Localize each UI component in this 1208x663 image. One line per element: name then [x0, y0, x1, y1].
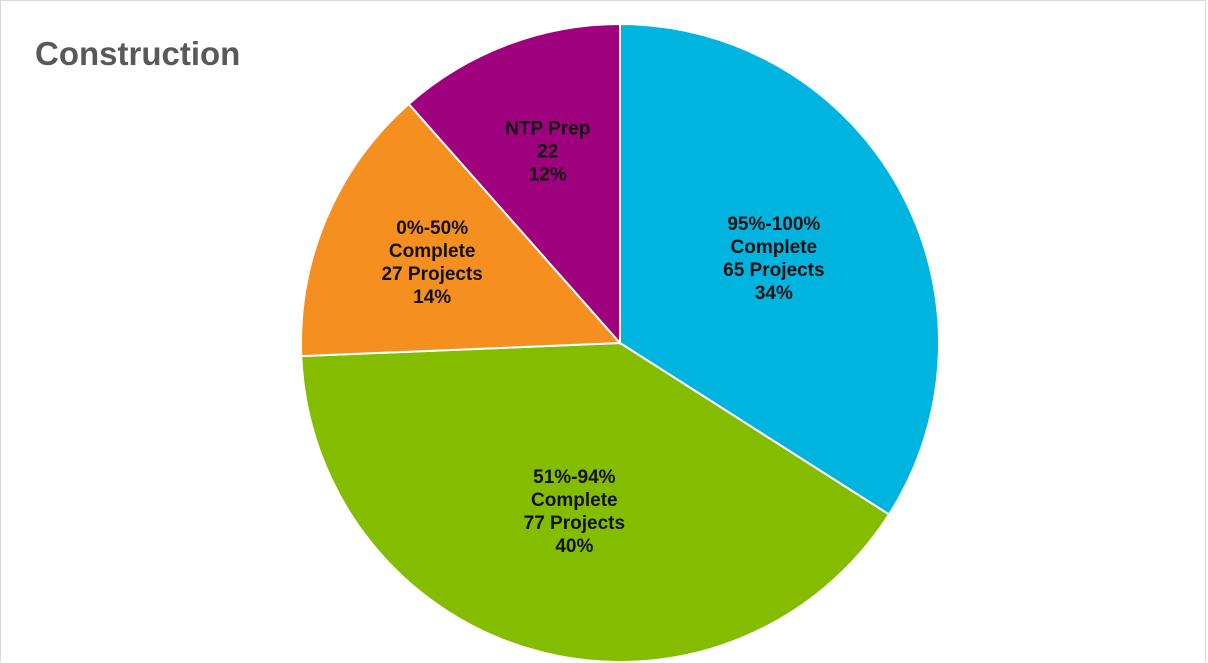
category-label: 0%-50% Complete — [388, 217, 476, 262]
pie-slice — [300, 341, 891, 663]
percent-label: 40% — [555, 536, 594, 558]
data-label: 0%-50% Complete 27 Projects 14% — [352, 217, 512, 309]
value-label: 65 Projects — [723, 259, 825, 281]
data-label: 51%-94% Complete 77 Projects 40% — [494, 466, 654, 558]
pie-slice — [300, 102, 623, 358]
category-label: 95%-100% Complete — [727, 213, 821, 258]
data-label: 95%-100% Complete 65 Projects 34% — [694, 213, 854, 305]
value-label: 77 Projects — [523, 513, 626, 535]
percent-label: 12% — [528, 164, 567, 186]
category-label: 51%-94% Complete — [531, 467, 618, 512]
category-label: NTP Prep — [505, 118, 591, 140]
value-label: 27 Projects — [381, 263, 483, 285]
pie-slice — [619, 22, 940, 516]
chart-title: Construction — [35, 35, 241, 72]
percent-label: 34% — [754, 282, 793, 304]
pie-slice — [407, 22, 621, 346]
percent-label: 14% — [413, 286, 452, 308]
data-label: NTP Prep 22 12% — [468, 118, 628, 187]
value-label: 22 — [537, 141, 559, 163]
